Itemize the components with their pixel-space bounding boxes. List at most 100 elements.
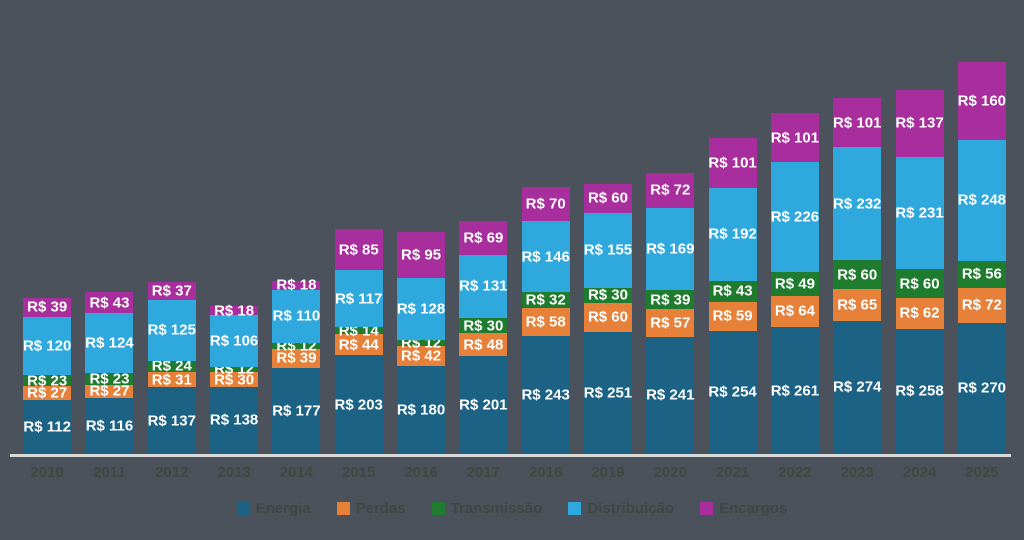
bar-segment-distribuicao: R$ 106	[209, 314, 259, 367]
bar-segment-transmissao: R$ 14	[334, 323, 383, 338]
bar-value-label-encargos: R$ 137	[895, 114, 944, 132]
bar-value-label-perdas: R$ 30	[214, 371, 255, 389]
bar-value-label-perdas: R$ 62	[899, 304, 940, 322]
x-axis-label-2019: 2019	[591, 464, 625, 481]
bar-value-label-transmissao: R$ 49	[774, 275, 815, 293]
bar-segment-perdas: R$ 27	[85, 382, 134, 400]
x-axis-label-2011: 2011	[93, 464, 126, 481]
bar-value-label-encargos: R$ 160	[957, 92, 1007, 110]
bar-value-label-perdas: R$ 58	[525, 313, 566, 331]
bar-value-label-distribuicao: R$ 131	[459, 277, 508, 295]
stacked-bar-2024: R$ 258 R$ 62 R$ 60 R$ 231 R$ 137	[895, 90, 944, 454]
stacked-bar-2022: R$ 261 R$ 64 R$ 49 R$ 226 R$ 101	[771, 113, 819, 454]
stacked-bar-2013: R$ 138 R$ 30 R$ 12 R$ 106 R$ 18	[209, 302, 259, 454]
legend-swatch-transmissao	[431, 502, 445, 515]
bar-value-label-encargos: R$ 85	[338, 241, 379, 259]
bar-segment-transmissao: R$ 39	[646, 290, 695, 310]
bar-value-label-perdas: R$ 42	[401, 347, 442, 365]
bar-value-label-transmissao: R$ 23	[27, 372, 68, 390]
stacked-bar-2019: R$ 251 R$ 60 R$ 30 R$ 155 R$ 60	[583, 183, 633, 454]
bar-value-label-perdas: R$ 72	[961, 296, 1002, 314]
bar-value-label-energia: R$ 251	[583, 384, 633, 402]
bar-value-label-distribuicao: R$ 248	[957, 191, 1007, 209]
bar-value-label-energia: R$ 258	[895, 382, 944, 400]
bar-value-label-perdas: R$ 27	[89, 382, 130, 400]
bar-segment-distribuicao: R$ 231	[895, 156, 944, 270]
bar-value-label-energia: R$ 261	[770, 382, 820, 399]
bar-value-label-distribuicao: R$ 106	[209, 332, 259, 350]
bar-value-label-energia: R$ 241	[646, 386, 695, 404]
bar-value-label-encargos: R$ 39	[27, 298, 68, 316]
bar-value-label-encargos: R$ 18	[214, 302, 255, 320]
bar-value-label-transmissao: R$ 32	[525, 291, 566, 309]
legend-swatch-energia	[236, 502, 250, 515]
bar-column-2011: R$ 116 R$ 27 R$ 23 R$ 124 R$ 43	[78, 292, 140, 454]
bar-value-label-transmissao: R$ 23	[89, 370, 130, 388]
x-axis-label-2012: 2012	[155, 464, 189, 481]
bar-segment-energia: R$ 116	[85, 397, 134, 454]
bar-value-label-encargos: R$ 43	[89, 294, 130, 312]
bar-value-label-encargos: R$ 101	[770, 129, 820, 147]
bar-segment-distribuicao: R$ 110	[272, 289, 321, 344]
bar-column-2021: R$ 254 R$ 59 R$ 43 R$ 192 R$ 101	[701, 138, 763, 454]
bar-segment-encargos: R$ 101	[833, 98, 882, 148]
bar-value-label-perdas: R$ 60	[587, 308, 628, 326]
stacked-bar-2023: R$ 274 R$ 65 R$ 60 R$ 232 R$ 101	[833, 98, 881, 454]
bar-value-label-energia: R$ 203	[334, 396, 383, 414]
bar-segment-perdas: R$ 60	[583, 302, 632, 332]
bar-segment-transmissao: R$ 30	[459, 317, 508, 335]
bar-column-2013: R$ 138 R$ 30 R$ 12 R$ 106 R$ 18	[203, 302, 265, 454]
bar-segment-transmissao: R$ 56	[957, 260, 1006, 288]
bar-value-label-perdas: R$ 48	[463, 336, 504, 354]
x-axis-label-2015: 2015	[342, 464, 376, 481]
bar-value-label-distribuicao: R$ 117	[334, 290, 383, 308]
bar-segment-encargos: R$ 160	[958, 62, 1006, 140]
x-axis-label-2016: 2016	[404, 464, 438, 481]
x-axis-label-2022: 2022	[778, 464, 812, 481]
bar-value-label-encargos: R$ 101	[833, 114, 882, 132]
bar-segment-perdas: R$ 65	[833, 289, 882, 321]
bar-segment-energia: R$ 270	[958, 322, 1006, 454]
x-axis-label-2021: 2021	[715, 464, 750, 481]
bar-segment-perdas: R$ 27	[23, 385, 72, 400]
bar-segment-distribuicao: R$ 146	[521, 221, 570, 293]
bar-segment-distribuicao: R$ 120	[23, 316, 71, 376]
bar-value-label-perdas: R$ 59	[712, 307, 753, 325]
bar-segment-distribuicao: R$ 125	[148, 299, 196, 361]
bar-segment-transmissao: R$ 32	[521, 291, 570, 309]
bar-segment-distribuicao: R$ 117	[334, 270, 383, 328]
bar-segment-energia: R$ 241	[646, 336, 695, 454]
bar-value-label-encargos: R$ 60	[587, 189, 628, 207]
bar-segment-encargos: R$ 137	[895, 90, 944, 157]
bar-segment-perdas: R$ 39	[272, 348, 321, 368]
bar-segment-energia: R$ 258	[895, 328, 944, 454]
bar-segment-perdas: R$ 72	[957, 287, 1006, 323]
bar-segment-encargos: R$ 43	[85, 292, 134, 314]
bar-segment-transmissao: R$ 43	[708, 280, 757, 302]
legend-item-distribuicao: Distribuição	[568, 501, 674, 516]
bar-segment-transmissao: R$ 49	[770, 272, 819, 296]
legend: Energia Perdas Transmissão Distribuição Enca…	[0, 501, 1024, 516]
bar-value-label-transmissao: R$ 30	[463, 317, 504, 335]
bar-segment-energia: R$ 243	[521, 335, 570, 454]
bar-value-label-encargos: R$ 95	[401, 246, 442, 264]
bar-segment-transmissao: R$ 60	[895, 269, 944, 299]
legend-item-perdas: Perdas	[336, 500, 406, 517]
bar-value-label-encargos: R$ 18	[276, 276, 317, 294]
bar-segment-energia: R$ 180	[397, 366, 445, 454]
bar-value-label-distribuicao: R$ 124	[85, 334, 134, 352]
legend-label-perdas: Perdas	[355, 500, 406, 517]
bar-value-label-energia: R$ 254	[708, 383, 757, 401]
bar-segment-encargos: R$ 95	[397, 231, 446, 278]
bar-value-label-encargos: R$ 72	[650, 181, 691, 199]
bar-segment-encargos: R$ 85	[334, 228, 383, 271]
bar-segment-perdas: R$ 58	[521, 307, 570, 336]
x-axis-label-2014: 2014	[279, 464, 314, 481]
bar-value-label-perdas: R$ 31	[151, 371, 192, 389]
bar-segment-encargos: R$ 18	[272, 276, 321, 294]
stacked-bar-2015: R$ 203 R$ 44 R$ 14 R$ 117 R$ 85	[334, 228, 383, 454]
bar-segment-energia: R$ 203	[335, 355, 383, 454]
bar-segment-energia: R$ 138	[210, 386, 258, 454]
bar-segment-transmissao: R$ 12	[397, 336, 446, 351]
bar-value-label-distribuicao: R$ 231	[895, 204, 944, 222]
